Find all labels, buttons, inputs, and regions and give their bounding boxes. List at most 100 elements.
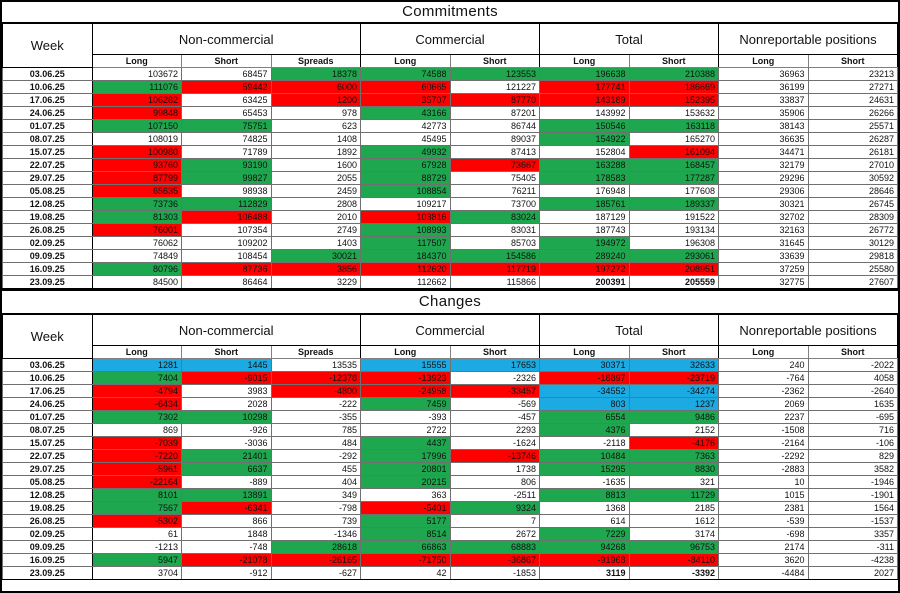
- data-cell: 3582: [807, 462, 898, 476]
- data-cell: 31645: [718, 236, 809, 250]
- data-cell: 29296: [718, 171, 809, 185]
- data-cell: -1213: [91, 540, 182, 554]
- data-cell: 93760: [91, 158, 182, 172]
- data-cell: 2027: [807, 566, 898, 580]
- table-row: 08.07.25 869 -926 785 2722 2293 4376 2152 -1508 7…: [2, 423, 898, 437]
- data-cell: 2237: [718, 410, 809, 424]
- data-cell: 99848: [91, 106, 182, 120]
- data-cell: 108993: [360, 223, 451, 237]
- column-subheader: Short: [628, 345, 719, 359]
- data-cell: 3119: [539, 566, 630, 580]
- data-cell: 42: [360, 566, 451, 580]
- changes-table: Week Non-commercial Commercial Total Nonrepo…: [2, 314, 898, 580]
- commitments-table: Week Non-commercial Commercial Total Nonrepo…: [2, 23, 898, 289]
- week-cell: 03.06.25: [2, 67, 93, 81]
- data-cell: 8514: [360, 527, 451, 541]
- data-cell: 13535: [270, 358, 361, 372]
- changes-title: Changes: [2, 289, 898, 314]
- data-cell: 9324: [449, 501, 540, 515]
- data-cell: -13923: [360, 371, 451, 385]
- table-row: 29.07.25 -5961 6637 455 20801 1738 15295 8830 -2…: [2, 462, 898, 476]
- data-cell: 25571: [807, 119, 898, 133]
- data-cell: -5961: [91, 462, 182, 476]
- table-row: 26.08.25 76001 107354 2749 108993 83031 187743…: [2, 223, 898, 237]
- table-row: 19.08.25 81303 106488 2010 103816 83024 187129…: [2, 210, 898, 224]
- data-cell: 194972: [539, 236, 630, 250]
- column-subheader: Short: [628, 54, 719, 68]
- data-cell: 2459: [270, 184, 361, 198]
- data-cell: 30371: [539, 358, 630, 372]
- data-cell: -2164: [718, 436, 809, 450]
- data-cell: 200391: [539, 275, 630, 289]
- data-cell: 8830: [628, 462, 719, 476]
- data-cell: 2152: [628, 423, 719, 437]
- data-cell: 65453: [181, 106, 272, 120]
- data-cell: -91968: [539, 553, 630, 567]
- data-cell: 15295: [539, 462, 630, 476]
- data-cell: 3357: [807, 527, 898, 541]
- data-cell: 197272: [539, 262, 630, 276]
- week-cell: 10.06.25: [2, 80, 93, 94]
- data-cell: 1848: [181, 527, 272, 541]
- data-cell: 829: [807, 449, 898, 463]
- data-cell: -34274: [628, 384, 719, 398]
- data-cell: 7229: [539, 527, 630, 541]
- data-cell: 739: [270, 514, 361, 528]
- data-cell: 106488: [181, 210, 272, 224]
- week-cell: 29.07.25: [2, 171, 93, 185]
- data-cell: 33837: [718, 93, 809, 107]
- data-cell: 7567: [91, 501, 182, 515]
- data-cell: 106282: [91, 93, 182, 107]
- data-cell: 20215: [360, 475, 451, 489]
- data-cell: 88729: [360, 171, 451, 185]
- data-cell: 10484: [539, 449, 630, 463]
- data-cell: 23213: [807, 67, 898, 81]
- data-cell: 196638: [539, 67, 630, 81]
- week-cell: 10.06.25: [2, 371, 93, 385]
- week-column-header: Week: [2, 23, 93, 68]
- data-cell: -695: [807, 410, 898, 424]
- table-row: 02.09.25 61 1848 -1346 8514 2672 7229 3174 -698 3…: [2, 527, 898, 541]
- data-cell: -1508: [718, 423, 809, 437]
- data-cell: -539: [718, 514, 809, 528]
- table-row: 01.07.25 7302 10298 -355 -393 -457 6554 9486 223…: [2, 410, 898, 424]
- week-cell: 01.07.25: [2, 119, 93, 133]
- data-cell: 86464: [181, 275, 272, 289]
- data-cell: 26772: [807, 223, 898, 237]
- data-cell: 1368: [539, 501, 630, 515]
- data-cell: -222: [270, 397, 361, 411]
- data-cell: 154922: [539, 132, 630, 146]
- data-cell: 1738: [449, 462, 540, 476]
- data-cell: -2326: [449, 371, 540, 385]
- data-cell: 123553: [449, 67, 540, 81]
- data-cell: -2511: [449, 488, 540, 502]
- data-cell: 29818: [807, 249, 898, 263]
- data-cell: 2672: [449, 527, 540, 541]
- data-cell: 161094: [628, 145, 719, 159]
- week-cell: 02.09.25: [2, 527, 93, 541]
- data-cell: 36635: [718, 132, 809, 146]
- data-cell: 74588: [360, 67, 451, 81]
- data-cell: 4437: [360, 436, 451, 450]
- data-cell: -3036: [181, 436, 272, 450]
- column-subheader: Long: [91, 345, 182, 359]
- data-cell: 3983: [181, 384, 272, 398]
- data-cell: 1408: [270, 132, 361, 146]
- data-cell: 6637: [181, 462, 272, 476]
- data-cell: 73700: [449, 197, 540, 211]
- table-row: 03.06.25 1281 1445 13535 15555 17653 30371 3263…: [2, 358, 898, 372]
- column-subheader: Long: [360, 345, 451, 359]
- data-cell: 87413: [449, 145, 540, 159]
- week-cell: 09.09.25: [2, 540, 93, 554]
- data-cell: 3174: [628, 527, 719, 541]
- data-cell: -84110: [628, 553, 719, 567]
- week-cell: 03.06.25: [2, 358, 93, 372]
- data-cell: 21401: [181, 449, 272, 463]
- data-cell: 87736: [181, 262, 272, 276]
- data-cell: 6000: [270, 80, 361, 94]
- data-cell: 103672: [91, 67, 182, 81]
- column-subheader: Spreads: [270, 54, 361, 68]
- data-cell: 25580: [807, 262, 898, 276]
- table-row: 26.08.25 -5302 866 739 5177 7 614 1612 -539 -1537: [2, 514, 898, 528]
- data-cell: 94268: [539, 540, 630, 554]
